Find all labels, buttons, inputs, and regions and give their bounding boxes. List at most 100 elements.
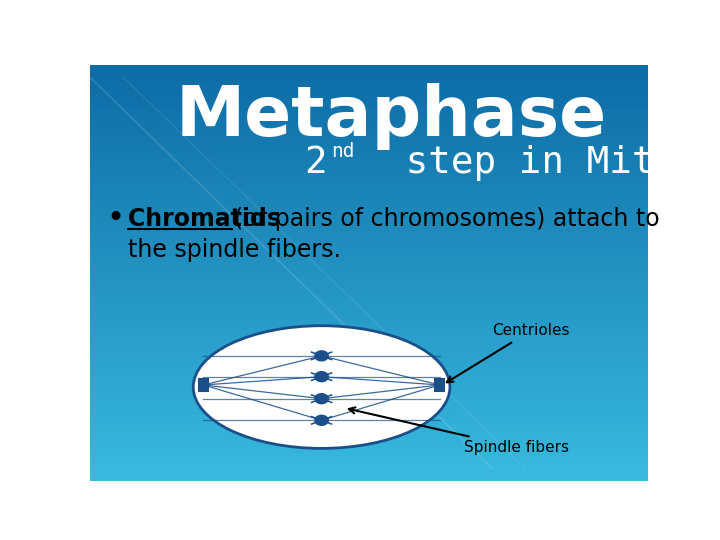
Bar xyxy=(90,131,648,134)
Bar xyxy=(90,137,648,140)
Bar xyxy=(90,120,648,123)
Bar xyxy=(90,356,648,359)
Bar xyxy=(90,76,648,79)
Bar xyxy=(90,411,648,414)
Bar xyxy=(90,359,648,361)
FancyBboxPatch shape xyxy=(199,379,208,391)
Bar xyxy=(90,231,648,234)
Bar xyxy=(90,261,648,265)
Bar xyxy=(90,303,648,306)
Bar xyxy=(90,287,648,289)
Bar xyxy=(90,209,648,212)
Bar xyxy=(90,348,648,350)
Bar xyxy=(90,239,648,242)
Bar xyxy=(90,428,648,431)
Bar xyxy=(90,431,648,434)
Circle shape xyxy=(315,415,328,426)
Bar xyxy=(90,370,648,373)
Bar xyxy=(90,248,648,251)
Bar xyxy=(90,289,648,292)
Bar xyxy=(90,220,648,223)
Bar xyxy=(90,464,648,467)
Bar xyxy=(90,392,648,395)
Bar xyxy=(90,256,648,259)
Bar xyxy=(90,383,648,386)
Text: Metaphase: Metaphase xyxy=(176,83,607,150)
Bar xyxy=(90,90,648,92)
Bar xyxy=(90,395,648,397)
Bar xyxy=(90,278,648,281)
Bar xyxy=(90,414,648,417)
Bar xyxy=(90,425,648,428)
Bar xyxy=(90,342,648,345)
Text: nd: nd xyxy=(331,142,354,161)
Bar xyxy=(90,420,648,422)
Bar xyxy=(90,253,648,256)
Bar xyxy=(90,223,648,226)
Bar xyxy=(90,123,648,126)
Bar xyxy=(90,195,648,198)
Bar xyxy=(90,406,648,409)
Bar xyxy=(90,364,648,367)
Bar xyxy=(90,403,648,406)
Bar xyxy=(90,143,648,145)
Bar xyxy=(90,453,648,456)
Text: 2: 2 xyxy=(305,145,327,180)
Bar xyxy=(90,140,648,143)
Bar xyxy=(90,353,648,356)
Bar xyxy=(90,267,648,270)
Bar xyxy=(90,450,648,453)
Bar xyxy=(90,201,648,204)
Bar xyxy=(90,159,648,162)
Text: (or pairs of chromosomes) attach to: (or pairs of chromosomes) attach to xyxy=(234,207,660,231)
Bar xyxy=(90,65,648,68)
Bar xyxy=(90,204,648,206)
Bar xyxy=(90,284,648,287)
Bar xyxy=(90,472,648,475)
Text: Spindle fibers: Spindle fibers xyxy=(349,407,569,455)
Text: Chromatids: Chromatids xyxy=(128,207,289,231)
Bar xyxy=(90,217,648,220)
Bar xyxy=(90,422,648,425)
Bar xyxy=(90,350,648,353)
Bar xyxy=(90,112,648,114)
Bar xyxy=(90,397,648,400)
Bar xyxy=(90,265,648,267)
Bar xyxy=(90,458,648,461)
Ellipse shape xyxy=(193,326,450,448)
Bar xyxy=(90,173,648,176)
Bar xyxy=(90,242,648,245)
Text: •: • xyxy=(107,204,125,233)
Bar xyxy=(90,192,648,195)
Circle shape xyxy=(315,394,328,404)
Bar xyxy=(90,82,648,84)
Bar xyxy=(90,442,648,444)
Bar xyxy=(90,375,648,378)
Bar xyxy=(90,306,648,309)
Bar xyxy=(90,212,648,214)
Bar xyxy=(90,456,648,458)
Bar xyxy=(90,126,648,129)
Bar xyxy=(90,184,648,187)
Bar xyxy=(90,170,648,173)
Bar xyxy=(90,326,648,328)
Bar xyxy=(90,334,648,336)
Bar xyxy=(90,381,648,383)
Bar xyxy=(90,98,648,101)
Bar xyxy=(90,234,648,237)
Bar xyxy=(90,68,648,70)
Bar xyxy=(90,314,648,317)
Bar xyxy=(90,129,648,131)
Bar xyxy=(90,106,648,109)
Bar xyxy=(90,339,648,342)
Text: Centrioles: Centrioles xyxy=(447,323,570,382)
Bar xyxy=(90,259,648,261)
Bar xyxy=(90,151,648,153)
Bar xyxy=(90,206,648,209)
Bar xyxy=(90,167,648,170)
Bar xyxy=(90,114,648,118)
Bar xyxy=(90,118,648,120)
Circle shape xyxy=(315,351,328,361)
Bar xyxy=(90,148,648,151)
Bar xyxy=(90,469,648,472)
